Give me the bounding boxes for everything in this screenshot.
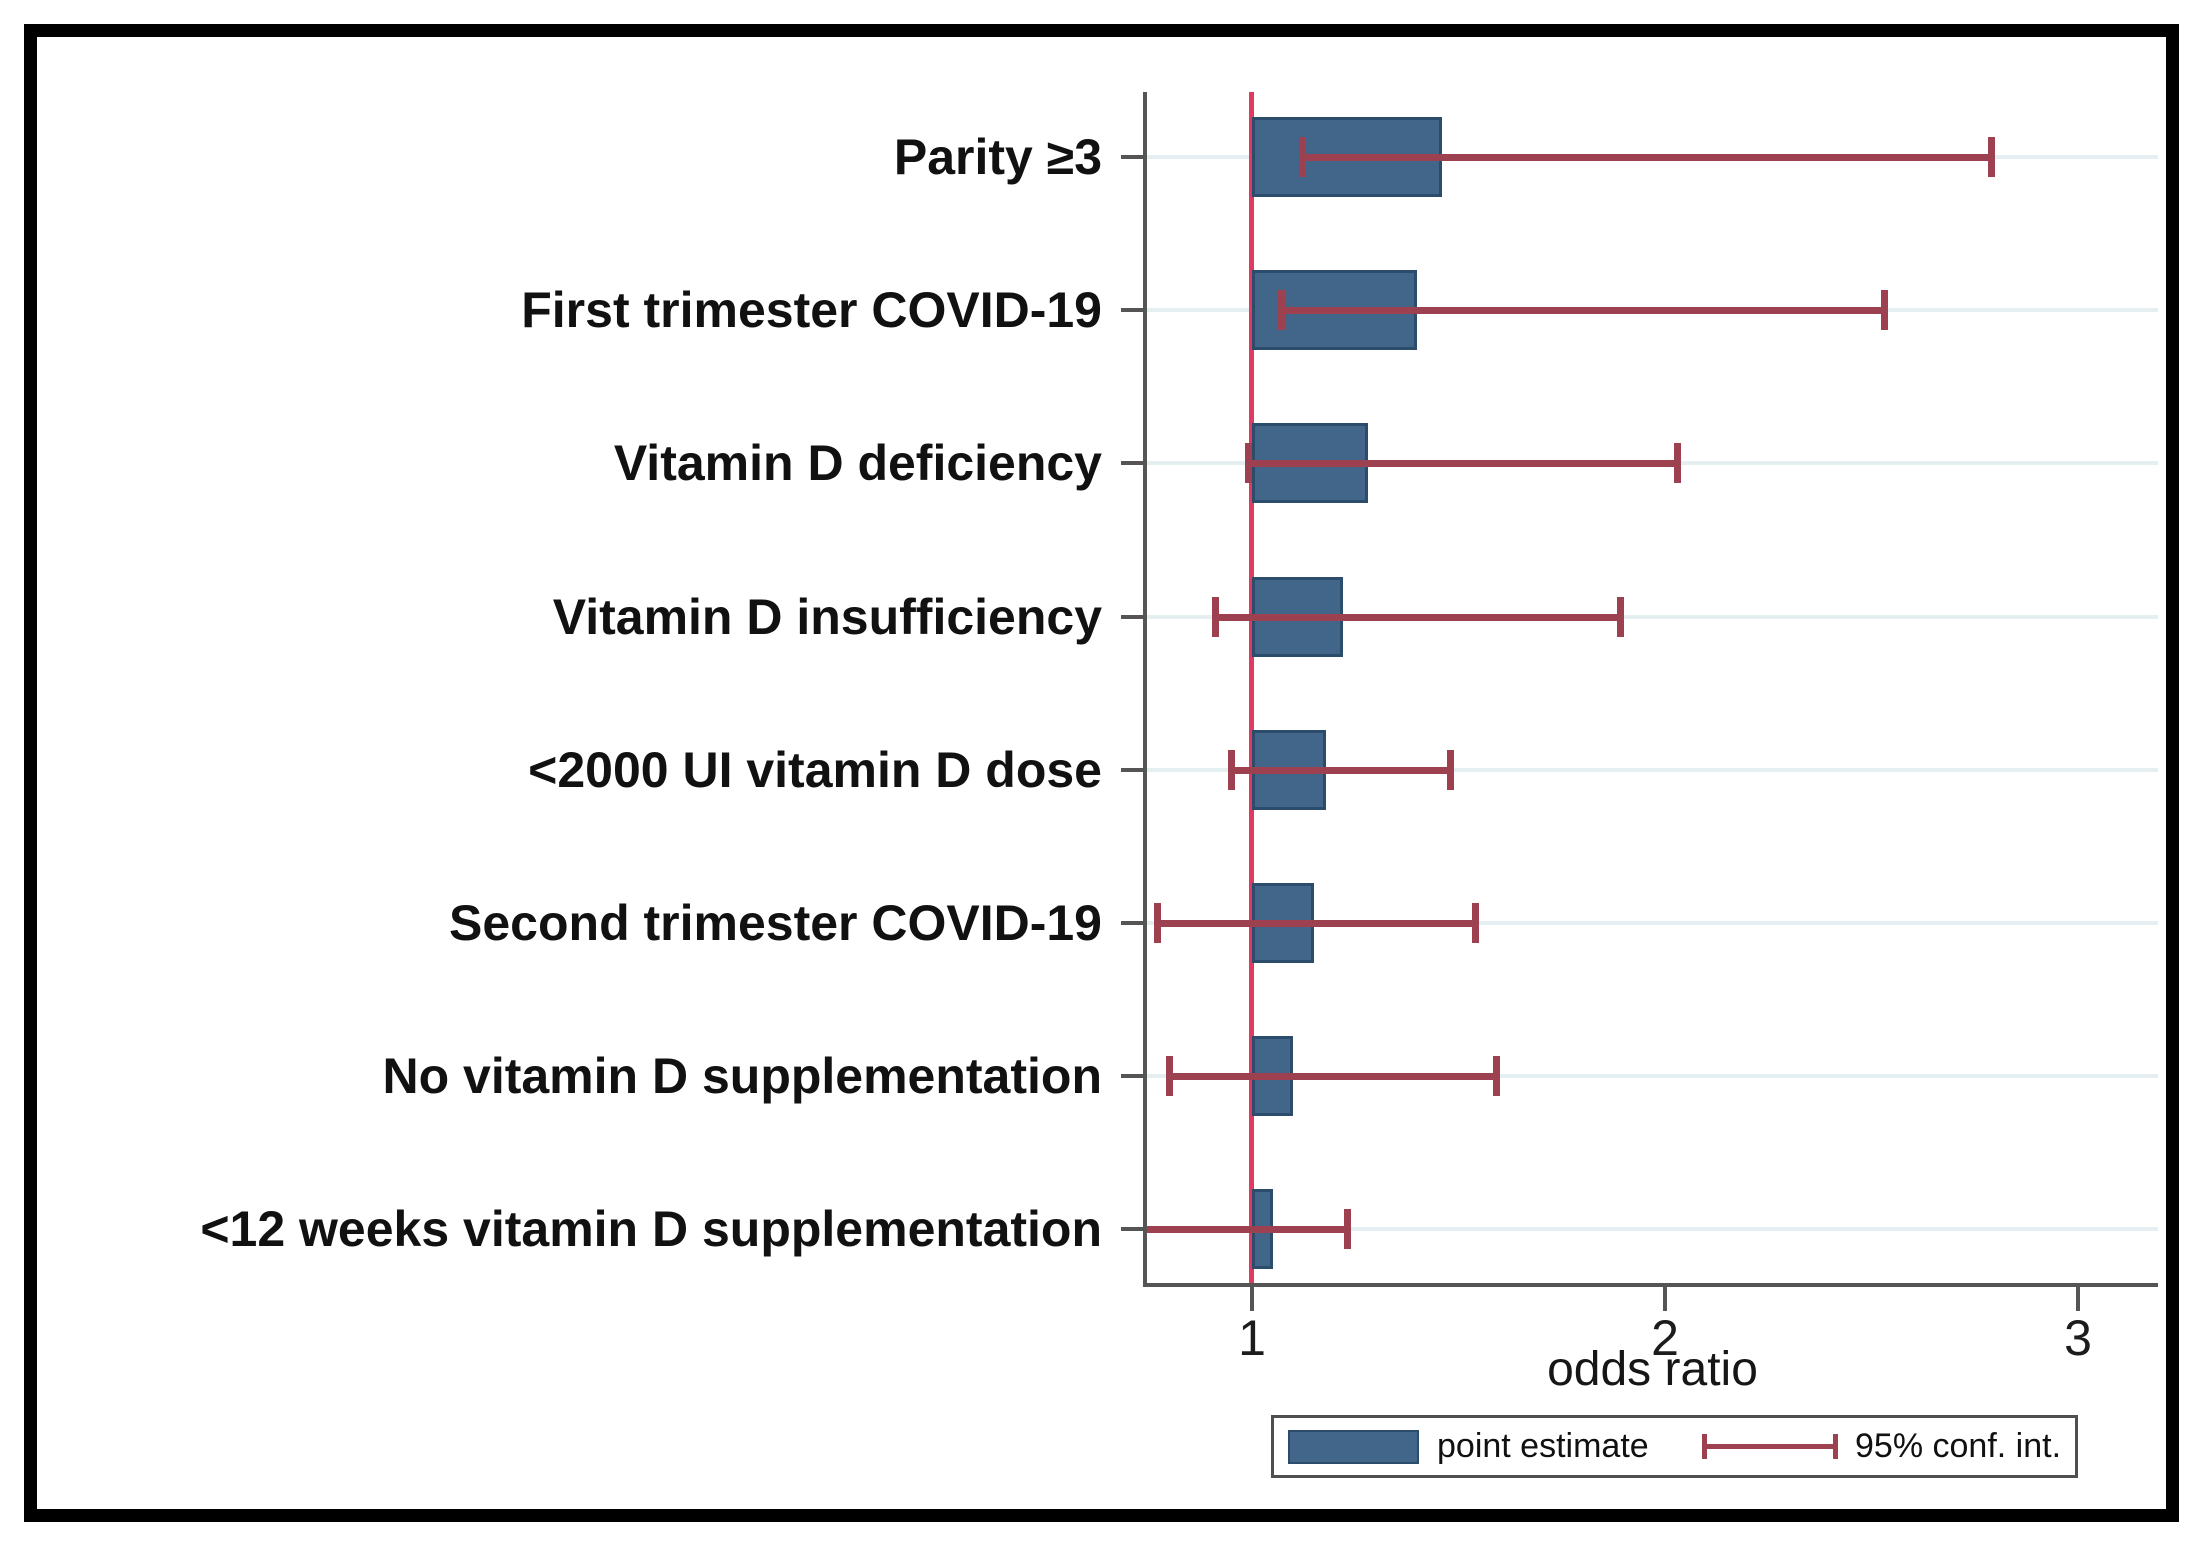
y-axis-tick [1121,155,1143,159]
gridline [1147,921,2158,925]
legend-conf-int-label: 95% conf. int. [1855,1427,2062,1465]
ci-line [1147,1226,1347,1234]
figure-border [24,24,2179,1522]
ci-upper-cap [1674,443,1682,484]
ci-lower-cap [1298,137,1306,177]
ci-lower-cap [1244,443,1252,484]
ci-line [1214,613,1620,621]
x-axis-tick [1250,1287,1254,1311]
category-label: <12 weeks vitamin D supplementation [200,1201,1102,1258]
x-tick-label: 1 [1238,1310,1266,1366]
x-axis-line [1143,1283,2158,1287]
y-axis-tick [1121,461,1143,466]
ci-lower-cap [1228,749,1236,790]
legend: point estimate 95% conf. int. [1271,1415,2078,1478]
gridline [1147,767,2158,772]
y-axis-tick [1121,1227,1143,1232]
gridline [1147,1227,2158,1232]
category-label: <2000 UI vitamin D dose [528,741,1102,798]
ci-upper-cap [1472,903,1480,943]
x-tick-label: 3 [2064,1310,2092,1366]
gridline [1147,614,2158,619]
legend-ci-line [1702,1444,1838,1449]
legend-conf-int-swatch [1702,1418,1838,1475]
legend-point-estimate-label: point estimate [1437,1427,1649,1465]
reference-line [1249,92,1254,1283]
ci-line [1301,154,1992,161]
x-axis-tick [1663,1287,1667,1311]
legend-ci-right-cap [1833,1434,1838,1459]
category-label: No vitamin D supplementation [382,1048,1102,1105]
ci-upper-cap [1492,1056,1500,1097]
ci-upper-cap [1343,1209,1351,1250]
ci-upper-cap [1616,596,1624,637]
y-axis-line [1143,92,1147,1287]
ci-upper-cap [1880,290,1888,331]
category-label: Vitamin D insufficiency [552,588,1102,645]
ci-lower-cap [1154,903,1161,943]
ci-line [1231,766,1451,774]
ci-lower-cap [1211,596,1219,637]
y-axis-tick [1121,921,1143,925]
legend-point-estimate-swatch [1288,1430,1419,1464]
ci-upper-cap [1988,137,1996,177]
ci-lower-cap [1277,290,1285,331]
x-axis-tick [2076,1287,2080,1311]
category-label: Parity ≥3 [893,129,1102,185]
y-axis-tick [1121,767,1143,772]
y-axis-tick [1121,308,1143,313]
x-tick-label: 2 [1651,1310,1679,1366]
category-label: Second trimester COVID-19 [449,895,1102,951]
ci-lower-cap [1166,1056,1174,1097]
y-axis-tick [1121,1074,1143,1079]
ci-line [1169,1073,1496,1081]
ci-upper-cap [1447,749,1455,790]
ci-line [1157,920,1475,927]
ci-line [1280,307,1884,315]
category-label: Vitamin D deficiency [613,435,1102,492]
ci-line [1247,460,1678,468]
gridline [1147,1074,2158,1079]
x-axis-title: odds ratio [1547,1343,1758,1396]
category-label: First trimester COVID-19 [521,282,1102,339]
y-axis-tick [1121,614,1143,619]
